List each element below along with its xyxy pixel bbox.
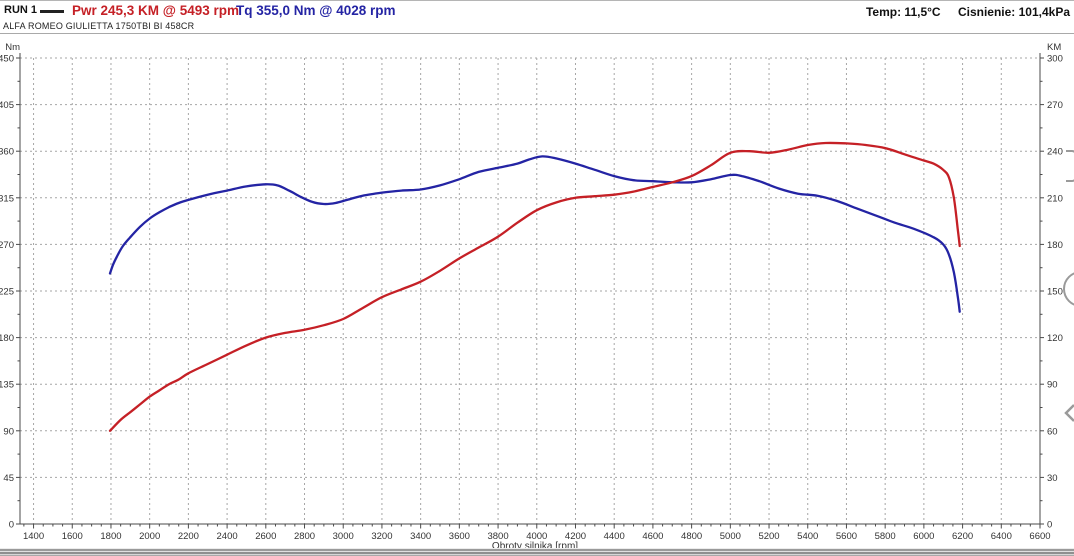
edge-circle-mark	[1063, 272, 1074, 306]
left-tick-label: 450	[0, 54, 14, 65]
right-tick-label: 210	[1047, 193, 1063, 204]
run-label: RUN 1	[4, 4, 38, 16]
x-tick-label: 5800	[875, 531, 896, 542]
x-tick-label: 5400	[797, 531, 818, 542]
edge-bracket-mark	[1066, 150, 1074, 182]
left-tick-label: 90	[3, 426, 14, 437]
header-bar: RUN 1 Pwr 245,3 KM @ 5493 rpm Tq 355,0 N…	[0, 1, 1074, 34]
edge-chevron-mark	[1064, 404, 1074, 422]
x-tick-label: 3800	[487, 531, 508, 542]
x-tick-label: 5200	[758, 531, 779, 542]
window-bottom-splitter	[0, 548, 1074, 556]
right-axis-unit: KM	[1047, 42, 1061, 53]
left-tick-label: 270	[0, 240, 14, 251]
left-tick-label: 45	[3, 473, 14, 484]
x-tick-label: 4800	[681, 531, 702, 542]
environment-readout: Temp: 11,5°C Cisnienie: 101,4kPa	[852, 5, 1070, 19]
right-tick-label: 30	[1047, 473, 1058, 484]
x-tick-label: 2800	[294, 531, 315, 542]
x-tick-label: 2200	[178, 531, 199, 542]
left-tick-label: 315	[0, 193, 14, 204]
x-tick-label: 5000	[720, 531, 741, 542]
vehicle-title: ALFA ROMEO GIULIETTA 1750TBI BI 458CR	[3, 21, 195, 31]
x-tick-label: 4000	[526, 531, 547, 542]
left-tick-label: 180	[0, 333, 14, 344]
x-tick-label: 6600	[1029, 531, 1050, 542]
x-tick-label: 2600	[255, 531, 276, 542]
x-tick-label: 3400	[410, 531, 431, 542]
pressure-value: Cisnienie: 101,4kPa	[957, 5, 1070, 19]
x-tick-label: 4400	[604, 531, 625, 542]
legend-torque-label: Tq 355,0 Nm @ 4028 rpm	[236, 3, 396, 18]
right-tick-label: 90	[1047, 380, 1058, 391]
temperature-value: Temp: 11,5°C	[865, 5, 941, 19]
dyno-chart: 4504053603152702251801359045030027024021…	[0, 35, 1074, 552]
left-tick-label: 0	[9, 520, 14, 531]
right-tick-label: 60	[1047, 426, 1058, 437]
left-tick-label: 225	[0, 287, 14, 298]
x-axis-title: Obroty silnika [rpm]	[492, 541, 578, 548]
right-tick-label: 0	[1047, 520, 1052, 531]
x-tick-label: 4600	[642, 531, 663, 542]
torque-curve	[108, 155, 961, 313]
x-tick-label: 6000	[913, 531, 934, 542]
power-curve	[108, 141, 961, 432]
right-tick-label: 180	[1047, 240, 1063, 251]
x-tick-label: 3000	[333, 531, 354, 542]
legend-line-icon	[40, 10, 64, 13]
x-tick-label: 2000	[139, 531, 160, 542]
left-tick-label: 360	[0, 147, 14, 158]
x-tick-label: 6200	[952, 531, 973, 542]
x-tick-label: 3200	[371, 531, 392, 542]
right-tick-label: 240	[1047, 147, 1063, 158]
x-tick-label: 3600	[449, 531, 470, 542]
x-tick-label: 6400	[991, 531, 1012, 542]
left-axis-unit: Nm	[5, 42, 20, 53]
x-tick-label: 2400	[217, 531, 238, 542]
x-tick-label: 1800	[100, 531, 121, 542]
right-tick-label: 120	[1047, 333, 1063, 344]
x-tick-label: 4200	[565, 531, 586, 542]
left-tick-label: 405	[0, 100, 14, 111]
right-tick-label: 270	[1047, 100, 1063, 111]
x-tick-label: 1400	[23, 531, 44, 542]
right-tick-label: 300	[1047, 54, 1063, 65]
left-tick-label: 135	[0, 380, 14, 391]
x-tick-label: 1600	[62, 531, 83, 542]
legend-power-label: Pwr 245,3 KM @ 5493 rpm	[72, 3, 239, 18]
x-tick-label: 5600	[836, 531, 857, 542]
dyno-chart-svg: 4504053603152702251801359045030027024021…	[0, 42, 1074, 552]
right-tick-label: 150	[1047, 287, 1063, 298]
